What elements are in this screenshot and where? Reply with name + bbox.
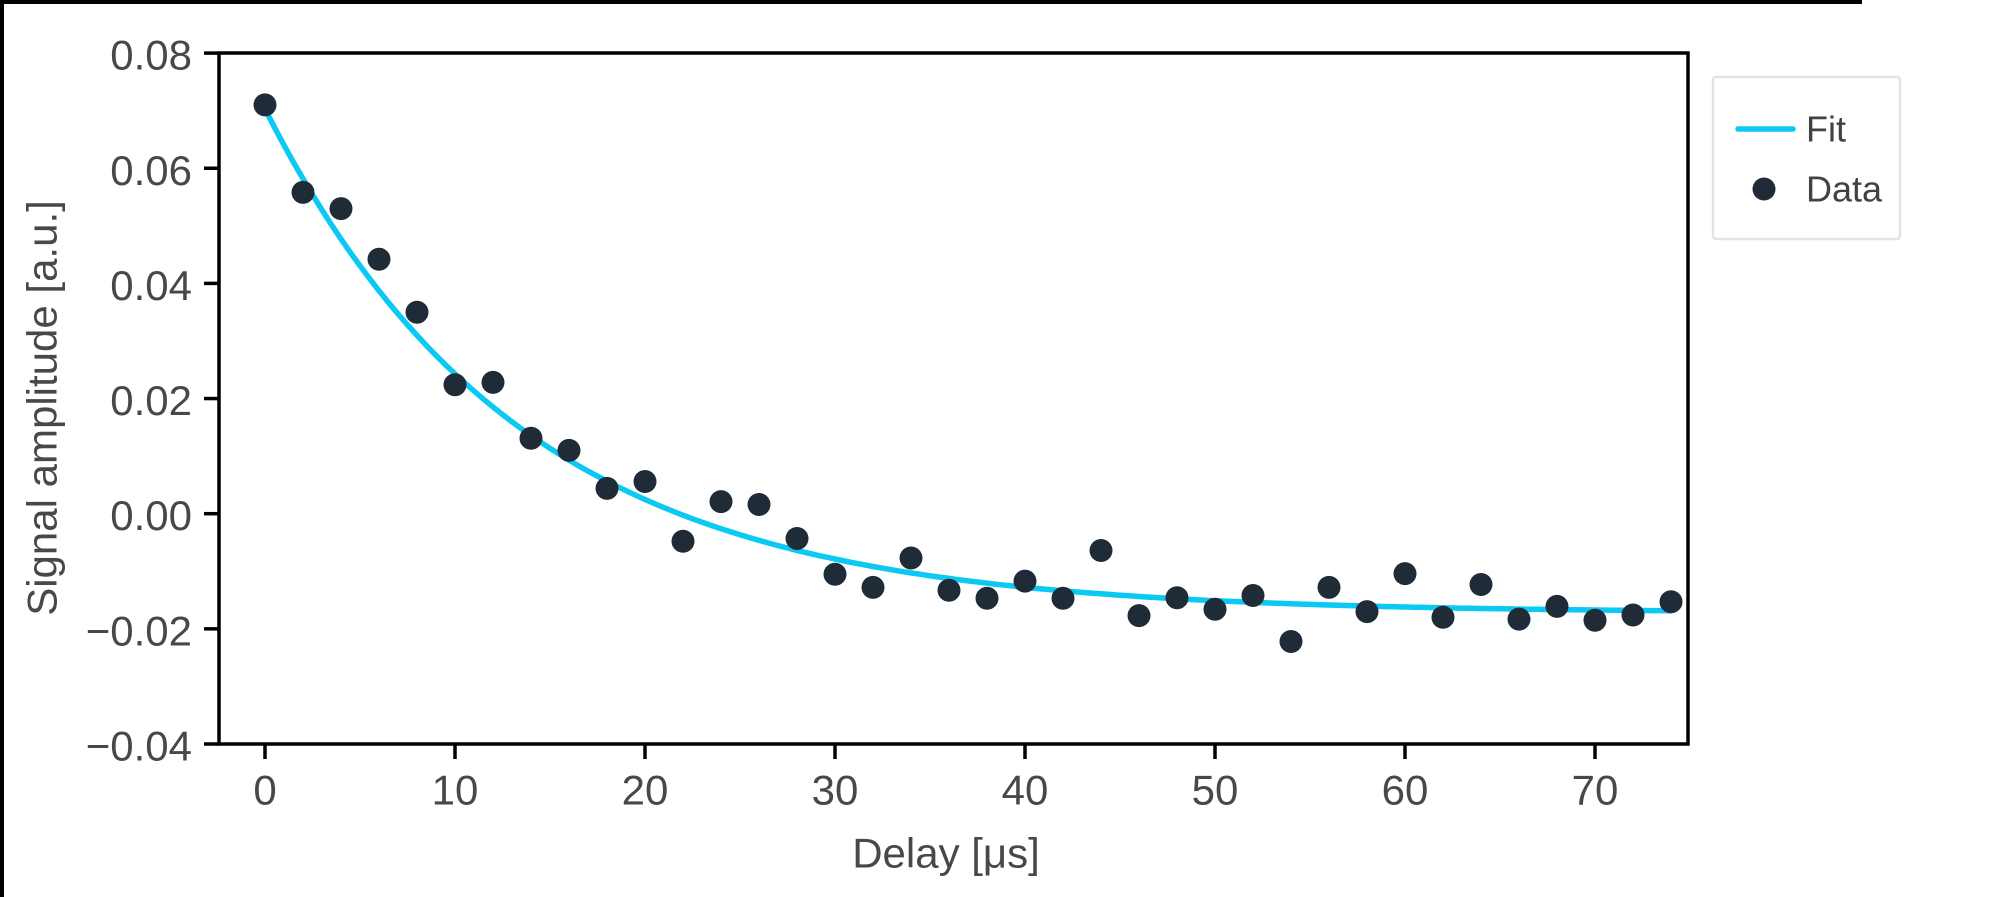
fit-line bbox=[262, 106, 1674, 614]
y-tick-label: −0.02 bbox=[86, 607, 192, 654]
data-point bbox=[823, 562, 847, 586]
data-point bbox=[329, 197, 353, 221]
data-point bbox=[1393, 562, 1417, 586]
x-axis-ticks: 0 10 20 30 40 50 60 70 bbox=[253, 744, 1618, 814]
data-point bbox=[671, 529, 695, 553]
y-tick-label: −0.04 bbox=[86, 723, 192, 770]
x-tick-label: 20 bbox=[622, 767, 669, 814]
y-tick-label: 0.00 bbox=[110, 492, 192, 539]
y-tick-label: 0.06 bbox=[110, 147, 192, 194]
data-point bbox=[1621, 603, 1645, 627]
data-point bbox=[1355, 600, 1379, 624]
data-point bbox=[1659, 590, 1683, 614]
data-point bbox=[1203, 597, 1227, 621]
legend-data-marker bbox=[1752, 177, 1776, 201]
y-axis-title: Signal amplitude [a.u.] bbox=[19, 200, 66, 616]
data-point bbox=[785, 527, 809, 550]
data-point bbox=[1013, 569, 1037, 593]
data-point bbox=[861, 575, 885, 599]
data-point bbox=[1317, 575, 1341, 599]
data-point bbox=[1127, 604, 1151, 628]
y-tick-label: 0.08 bbox=[110, 32, 192, 79]
window-frame-left-edge bbox=[0, 0, 4, 897]
data-point bbox=[481, 370, 505, 394]
x-tick-label: 50 bbox=[1192, 767, 1239, 814]
data-point bbox=[1089, 539, 1113, 562]
data-point bbox=[1165, 586, 1189, 610]
plot-border bbox=[217, 51, 1690, 746]
data-point bbox=[1507, 607, 1531, 631]
x-axis-title: Delay [μs] bbox=[852, 830, 1040, 877]
legend-data-label: Data bbox=[1806, 169, 1883, 210]
data-point bbox=[557, 438, 581, 462]
data-point bbox=[709, 490, 733, 514]
x-tick-label: 0 bbox=[253, 767, 276, 814]
data-point bbox=[1545, 594, 1569, 618]
data-point bbox=[1241, 584, 1265, 607]
data-point bbox=[291, 180, 315, 204]
legend: Fit Data bbox=[1711, 75, 1902, 241]
data-point bbox=[595, 476, 619, 500]
data-point bbox=[519, 426, 543, 450]
legend-fit-label: Fit bbox=[1806, 109, 1846, 150]
data-point bbox=[937, 578, 961, 602]
data-points bbox=[253, 93, 1683, 653]
x-tick-label: 30 bbox=[812, 767, 859, 814]
data-point bbox=[1051, 586, 1075, 610]
data-point bbox=[1431, 605, 1455, 629]
data-point bbox=[405, 300, 429, 324]
data-point bbox=[1583, 608, 1607, 632]
y-tick-label: 0.02 bbox=[110, 377, 192, 424]
data-point bbox=[899, 546, 923, 570]
data-point bbox=[253, 93, 277, 117]
x-tick-label: 60 bbox=[1382, 767, 1429, 814]
x-tick-label: 10 bbox=[432, 767, 479, 814]
window-frame-top-edge bbox=[0, 0, 1862, 4]
x-tick-label: 70 bbox=[1572, 767, 1619, 814]
data-point bbox=[1469, 573, 1493, 596]
data-point bbox=[367, 247, 391, 271]
y-axis-ticks: 0.08 0.06 0.04 0.02 0.00 −0.02 −0.04 bbox=[86, 32, 219, 770]
data-point bbox=[1279, 630, 1303, 653]
y-tick-label: 0.04 bbox=[110, 262, 192, 309]
legend-box bbox=[1711, 75, 1902, 241]
data-point bbox=[443, 373, 467, 397]
data-point bbox=[633, 470, 657, 493]
data-point bbox=[975, 586, 999, 610]
x-tick-label: 40 bbox=[1002, 767, 1049, 814]
data-point bbox=[747, 493, 771, 516]
